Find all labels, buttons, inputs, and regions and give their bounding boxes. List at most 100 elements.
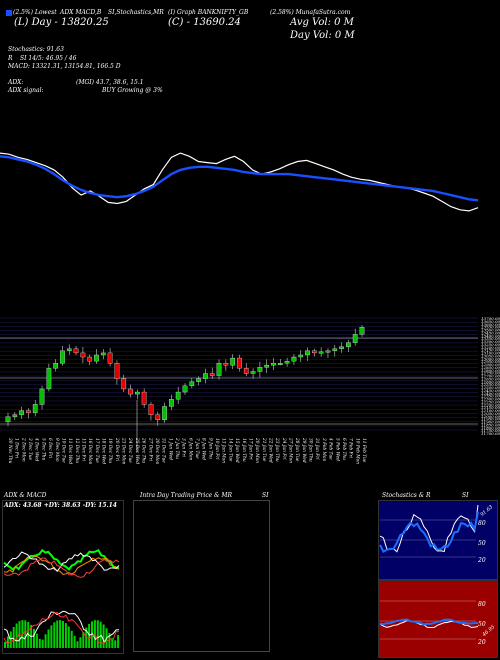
date-label: 10 Dec Tue — [60, 438, 65, 463]
date-label: 13 Jan Mon — [221, 438, 226, 463]
header-label-site: (2.58%) MunafaSutra.com — [270, 9, 351, 16]
candle-body — [107, 352, 113, 364]
macd-bar — [6, 636, 9, 648]
price-scale-label: 13150.00 — [481, 348, 500, 353]
macd-bar — [70, 630, 73, 648]
price-scale-label: 12150.00 — [481, 405, 500, 410]
macd-bar — [53, 622, 56, 648]
macd-bar — [82, 632, 85, 648]
macd-bar — [59, 620, 62, 648]
candle-body — [318, 351, 324, 354]
date-label: 26 Dec Thu — [141, 437, 146, 463]
price-scale-label: 12250.00 — [481, 399, 500, 404]
candle-body — [264, 365, 270, 368]
candles-layer — [5, 324, 365, 452]
date-label: 23 Dec Mon — [121, 437, 126, 465]
price-scale-label: 12800.00 — [481, 368, 500, 373]
candle-body — [80, 352, 86, 358]
candle-body — [203, 373, 208, 379]
date-label: 31 Dec Tue — [161, 438, 166, 463]
legend-swatch — [6, 10, 12, 16]
candle-body — [175, 391, 181, 400]
adx-line-1 — [3, 555, 120, 576]
date-label: 30 Nov Thu — [7, 438, 12, 464]
candle-body — [339, 346, 344, 349]
price-scale-label: 12650.00 — [481, 376, 500, 381]
date-label: 7 Feb Fri — [348, 438, 353, 459]
candle-body — [182, 385, 188, 393]
macd-bar — [108, 632, 111, 648]
price-scale-label: 11900.00 — [481, 420, 500, 425]
candle-body — [155, 414, 161, 421]
candle-body — [332, 348, 338, 351]
rsi-readout: SI 14/5: 46.95 / 46 — [20, 55, 77, 62]
candle-body — [257, 367, 263, 372]
stoch-line-0 — [379, 504, 479, 553]
candle-body — [169, 399, 174, 407]
date-label: 21 Jan Tue — [261, 437, 266, 462]
price-scale-label: 13650.00 — [481, 319, 500, 324]
candle-body — [5, 416, 11, 423]
price-scale-label: 13550.00 — [481, 325, 500, 330]
date-label: 30 Jan Thu — [308, 438, 313, 462]
date-label: 6 Feb Thu — [341, 438, 346, 460]
candle-body — [346, 342, 351, 347]
stochastics-lines-layer — [379, 504, 479, 558]
close-value: (C) - 13690.24 — [168, 17, 241, 28]
date-label: 23 Jan Thu — [274, 437, 279, 462]
date-label: 20 Jan Mon — [254, 437, 259, 463]
date-label: 27 Jan Mon — [288, 437, 293, 463]
candle-body — [134, 391, 140, 395]
macd-readout: MACD: 13321.31, 13154.81, 166.5 D — [8, 63, 121, 70]
price-scale-label: 11850.00 — [481, 422, 500, 427]
candle-body — [19, 410, 24, 415]
date-label: 16 Jan Thu — [241, 438, 246, 462]
intraday-panel — [133, 500, 270, 652]
price-scale-label: 11700.00 — [481, 431, 500, 436]
candle-body — [216, 363, 222, 376]
rsi-level-20: 20 — [478, 639, 486, 646]
date-label: 3 Feb Mon — [321, 438, 326, 461]
macd-bar — [41, 639, 44, 648]
header-label-graph: (I) Graph BANKNIFTY_GB — [168, 9, 249, 16]
macd-line-1 — [3, 611, 119, 645]
price-scale-label: 12550.00 — [481, 382, 500, 387]
adx-line-3 — [3, 557, 120, 578]
macd-bar — [88, 623, 91, 648]
candle-body — [87, 356, 93, 362]
price-scale-label: 11800.00 — [481, 425, 500, 430]
price-scale-label: 12350.00 — [481, 394, 500, 399]
price-scale-label: 11950.00 — [481, 417, 500, 422]
macd-line-0 — [3, 610, 120, 644]
macd-bar — [79, 637, 82, 648]
date-label: 20 Dec Fri — [114, 437, 119, 462]
price-scale-layer: 13700.0013650.0013600.0013550.0013500.00… — [481, 316, 500, 436]
low-day-value: (L) Day - 13820.25 — [14, 17, 109, 28]
macd-bar — [73, 635, 76, 648]
adx-label: ADX: — [8, 79, 24, 86]
candle-body — [73, 348, 79, 354]
rsi-level-50: 50 — [478, 621, 486, 628]
date-label: 9 Dec Mon — [54, 438, 59, 462]
candle-body — [352, 334, 358, 343]
candle-body — [39, 388, 45, 405]
date-label: 6 Dec Fri — [47, 438, 52, 459]
date-label: 9 Jan Thu — [207, 438, 212, 459]
adx-panel-title: ADX & MACD — [4, 492, 47, 499]
candle-body — [162, 406, 167, 420]
date-label: 1 Dec Fri — [14, 438, 19, 459]
date-label: 29 Jan Wed — [301, 437, 306, 463]
date-label: 6 Jan Mon — [187, 438, 192, 461]
macd-bar — [4, 642, 6, 648]
price-scale-label: 13500.00 — [481, 328, 500, 333]
date-label: 5 Feb Wed — [334, 438, 339, 461]
candle-body — [66, 348, 72, 351]
price-scale-label: 13000.00 — [481, 356, 500, 361]
macd-bar — [15, 623, 18, 648]
macd-bar — [114, 640, 117, 648]
adx-values: (MGI) 43.7, 38.6, 15.1 — [76, 79, 144, 86]
candle-body — [32, 404, 38, 413]
price-scale-label: 12950.00 — [481, 359, 500, 364]
date-label: 4 Feb Tue — [328, 437, 333, 460]
